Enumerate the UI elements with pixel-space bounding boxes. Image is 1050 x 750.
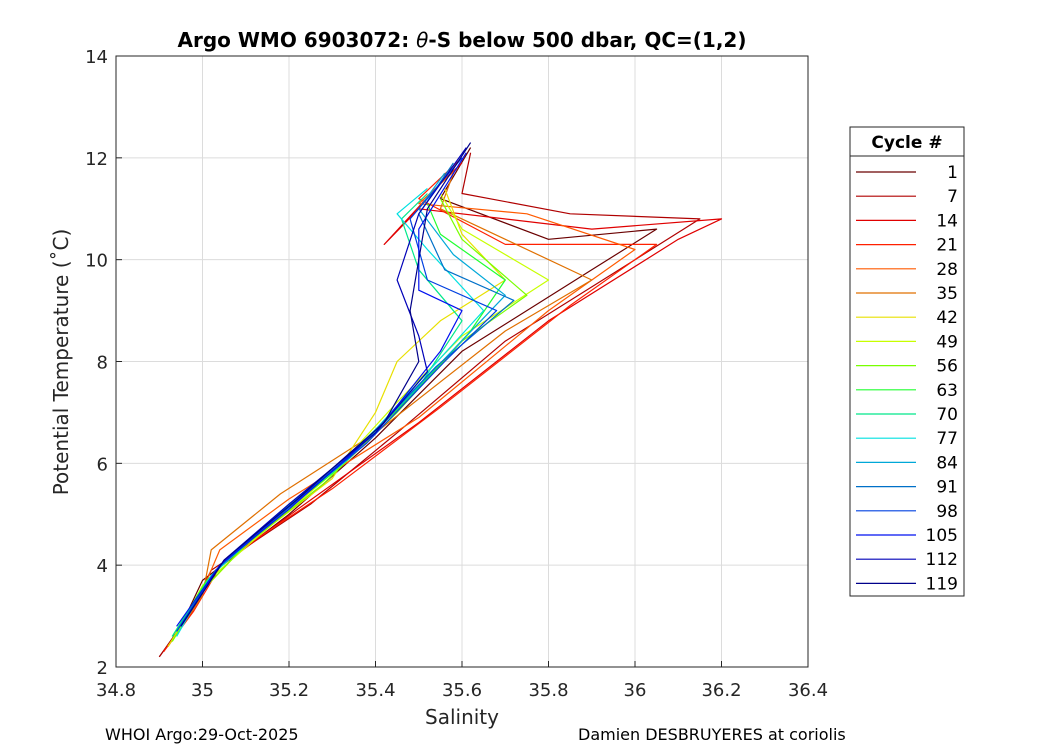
series-line-cycle-1	[158, 147, 658, 658]
x-tick-label: 35.6	[442, 680, 482, 701]
y-tick-label: 8	[97, 353, 108, 374]
legend-label: 112	[926, 550, 958, 570]
title-theta: θ	[416, 28, 428, 52]
x-tick-label: 35.8	[528, 680, 568, 701]
x-tick-label: 35.4	[355, 680, 395, 701]
legend-label: 70	[936, 405, 958, 425]
series-line-cycle-105	[176, 152, 467, 627]
x-tick-label: 35	[191, 680, 214, 701]
y-tick-label: 12	[85, 149, 108, 170]
x-tick-label: 35.2	[269, 680, 309, 701]
footer-right: Damien DESBRUYERES at coriolis	[578, 725, 846, 744]
legend-items: 1 7 14 21 28 35 42 49 56 63 70 77 84 91 98 105 112 119	[856, 163, 958, 594]
legend-label: 84	[936, 453, 958, 473]
series-layer	[158, 142, 723, 658]
legend-label: 7	[947, 187, 958, 207]
y-tick-label: 6	[97, 454, 108, 475]
x-tick-label: 36.2	[701, 680, 741, 701]
chart-title: Argo WMO 6903072: θ-S below 500 dbar, QC…	[178, 28, 747, 52]
legend-label: 98	[936, 502, 958, 522]
series-line-cycle-35	[167, 172, 593, 647]
legend-title: Cycle #	[871, 133, 942, 153]
legend-label: 42	[936, 308, 958, 328]
legend-label: 14	[936, 211, 958, 231]
legend-label: 49	[936, 332, 958, 352]
legend-label: 35	[936, 284, 958, 304]
y-axis-label: Potential Temperature (˚C)	[49, 229, 73, 496]
footer-left: WHOI Argo:29-Oct-2025	[105, 725, 299, 744]
x-tick-label: 36	[624, 680, 647, 701]
title-suffix: -S below 500 dbar, QC=(1,2)	[428, 28, 746, 52]
legend-label: 63	[936, 381, 958, 401]
legend-label: 77	[936, 429, 958, 449]
legend-label: 1	[947, 163, 958, 183]
title-prefix: Argo WMO 6903072:	[178, 28, 417, 52]
ticks: 34.8 35 35.2 35.4 35.6 35.8 36 36.2 36.4 2 4 6 8 10 12…	[85, 47, 828, 701]
y-tick-label: 2	[97, 658, 108, 679]
legend-label: 28	[936, 260, 958, 280]
legend-label: 91	[936, 478, 958, 498]
series-line-cycle-49	[171, 193, 550, 642]
x-axis-label: Salinity	[425, 705, 499, 729]
x-tick-label: 34.8	[96, 680, 136, 701]
series-line-cycle-21	[163, 157, 658, 653]
series-line-cycle-119	[180, 142, 472, 627]
legend-label: 56	[936, 357, 958, 377]
y-tick-label: 14	[85, 47, 108, 68]
legend-label: 21	[936, 236, 958, 256]
legend-box	[849, 126, 965, 597]
legend: Cycle # 17142128354249566370778491981051…	[849, 126, 965, 597]
series-line-cycle-56	[171, 198, 528, 642]
x-tick-label: 36.4	[788, 680, 828, 701]
y-tick-label: 4	[97, 556, 108, 577]
y-tick-label: 10	[85, 251, 108, 272]
series-line-cycle-28	[167, 167, 636, 647]
legend-label: 105	[926, 526, 958, 546]
legend-label: 119	[926, 574, 958, 594]
